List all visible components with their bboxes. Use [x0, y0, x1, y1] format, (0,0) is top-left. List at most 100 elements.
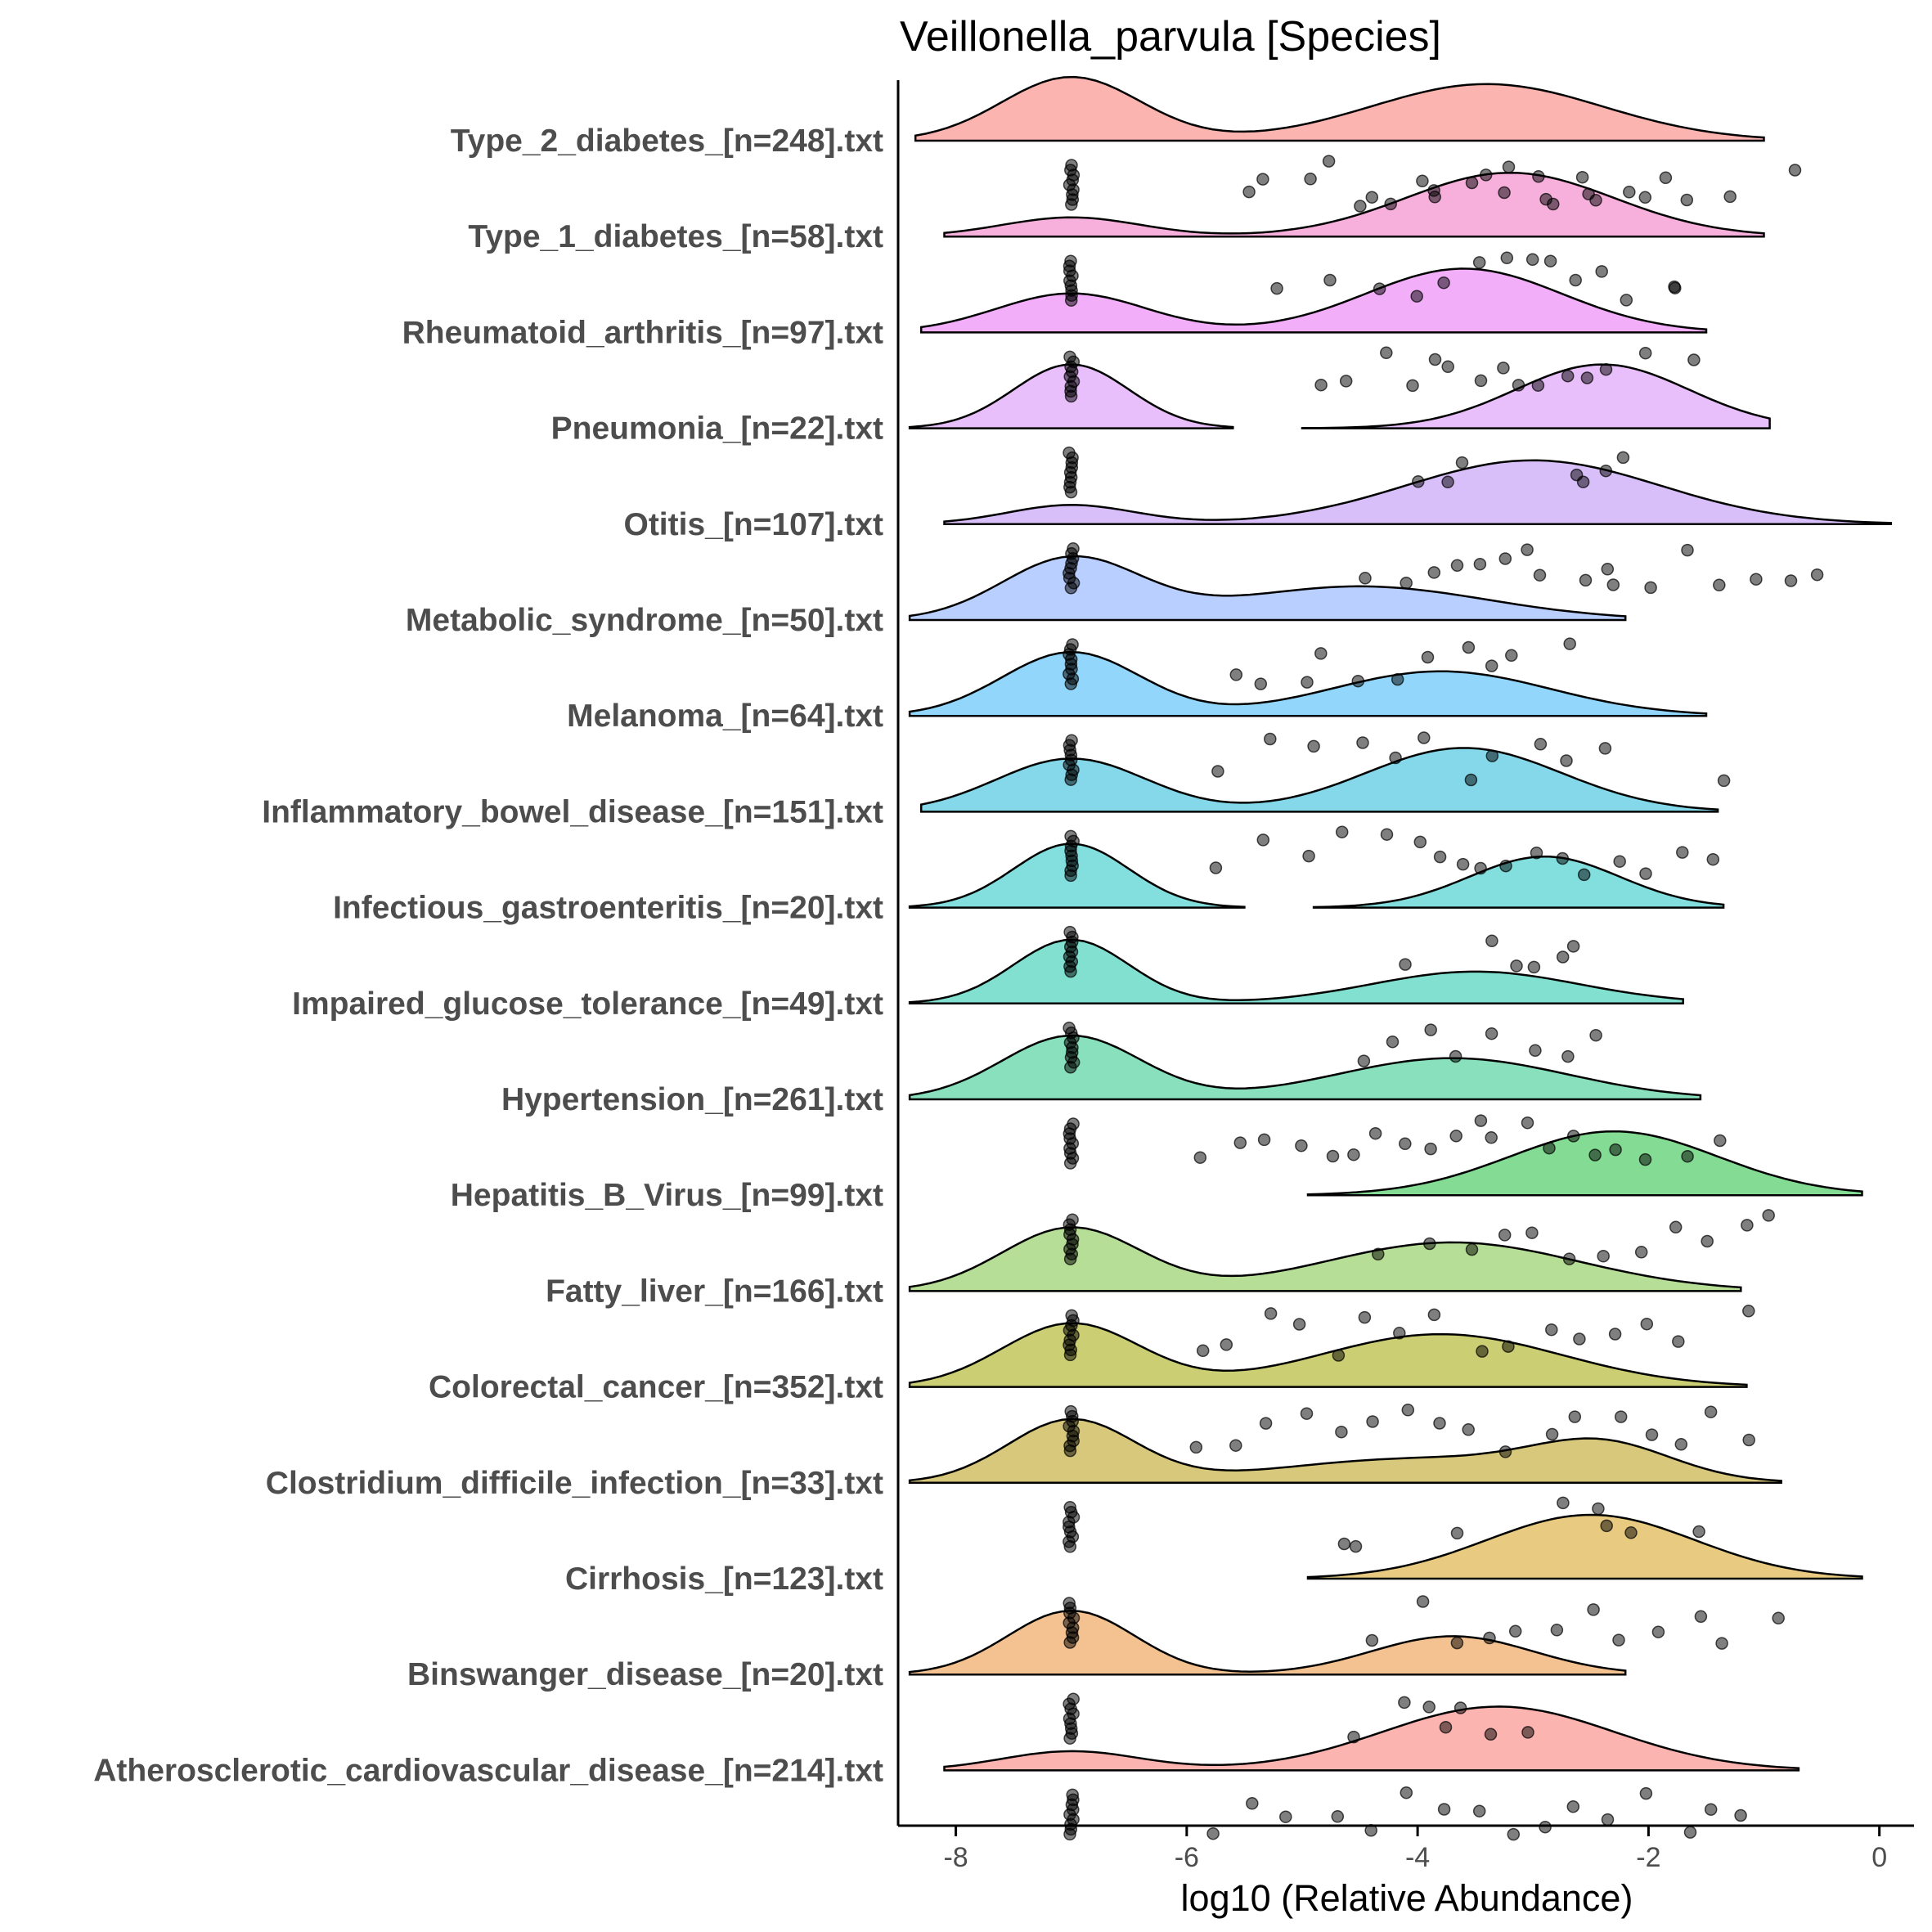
data-point: [1380, 828, 1394, 841]
density-ridge-18: [943, 1705, 1800, 1772]
data-point: [1502, 1340, 1515, 1353]
chart-title: Veillonella_parvula [Species]: [900, 13, 1441, 61]
data-point: [1433, 1417, 1446, 1430]
data-point: [1601, 1813, 1615, 1826]
data-point: [1242, 185, 1256, 199]
data-point: [1302, 849, 1315, 863]
density-ridge-12: [1306, 1130, 1863, 1197]
data-point: [1365, 1633, 1379, 1647]
data-point: [1573, 1332, 1586, 1346]
data-point: [1762, 1209, 1775, 1222]
data-point: [1614, 1410, 1628, 1423]
data-point: [1640, 1317, 1654, 1331]
data-point: [1401, 1404, 1415, 1417]
data-point: [1676, 846, 1689, 859]
data-point: [1638, 191, 1652, 204]
data-point: [1332, 1349, 1346, 1362]
data-point: [1366, 1415, 1379, 1428]
data-point: [1473, 557, 1487, 571]
y-tick-label: Binswanger_disease_[n=20].txt: [407, 1657, 883, 1692]
data-point: [1483, 1631, 1496, 1645]
y-tick-labels: Type_2_diabetes_[n=248].txt Type_1_diabet…: [93, 124, 883, 1788]
data-point: [1206, 1826, 1220, 1840]
floor-point: [1064, 582, 1078, 595]
data-point: [1196, 1344, 1210, 1358]
data-point: [1357, 1054, 1371, 1067]
data-point: [1580, 371, 1594, 384]
points-layer: [1063, 155, 1824, 1841]
data-point: [1314, 378, 1328, 392]
floor-point: [1063, 1827, 1076, 1841]
data-point: [1246, 1797, 1259, 1810]
data-point: [1599, 362, 1613, 376]
data-point: [1687, 353, 1701, 366]
data-point: [1669, 281, 1682, 294]
data-point: [1681, 1149, 1694, 1163]
data-point: [1304, 173, 1317, 186]
data-point: [1464, 773, 1478, 787]
data-point: [1351, 674, 1365, 688]
data-point: [1505, 649, 1518, 663]
floor-point: [1064, 677, 1078, 690]
data-point: [1601, 563, 1615, 576]
data-point: [1339, 375, 1353, 388]
data-point: [1428, 353, 1442, 366]
y-tick-label: Clostridium_difficile_infection_[n=33].t…: [266, 1466, 883, 1501]
data-point: [1634, 1246, 1648, 1259]
data-point: [1680, 193, 1694, 207]
data-point: [1683, 1826, 1697, 1839]
data-point: [1229, 668, 1243, 681]
data-point: [1384, 197, 1397, 211]
data-point: [1645, 1428, 1659, 1441]
data-point: [1512, 379, 1525, 392]
data-point: [1576, 475, 1590, 488]
data-point: [1399, 1137, 1412, 1151]
x-tick-group: -8 -6 -4 -2 0: [943, 1826, 1887, 1873]
data-point: [1597, 1249, 1610, 1263]
density-ridge-8: [919, 747, 1719, 813]
data-point: [1742, 1433, 1755, 1447]
data-point: [1659, 171, 1673, 185]
data-point: [1741, 1219, 1754, 1232]
data-point: [1681, 543, 1694, 557]
density-ridge-6: [908, 555, 1627, 622]
data-point: [1510, 959, 1523, 973]
data-point: [1575, 170, 1589, 184]
data-point: [1592, 1502, 1605, 1516]
data-point: [1314, 647, 1328, 660]
data-point: [1347, 1730, 1360, 1744]
data-point: [1259, 1417, 1273, 1430]
data-point: [1638, 346, 1652, 360]
data-point: [1499, 859, 1512, 873]
data-point: [1485, 1131, 1498, 1144]
y-tick-label: Impaired_glucose_tolerance_[n=49].txt: [292, 986, 883, 1022]
data-point: [1550, 1624, 1564, 1637]
data-point: [1545, 1323, 1558, 1337]
y-tick-label: Metabolic_syndrome_[n=50].txt: [406, 603, 883, 638]
data-point: [1613, 855, 1626, 868]
data-point: [1638, 1152, 1652, 1166]
data-point: [1521, 1726, 1534, 1739]
data-point: [1323, 273, 1337, 287]
data-point: [1456, 857, 1470, 871]
data-point: [1500, 251, 1514, 265]
data-point: [1715, 1637, 1728, 1650]
floor-point: [1064, 773, 1077, 786]
data-point: [1307, 739, 1320, 753]
data-point: [1474, 861, 1487, 875]
density-ridge-11: [908, 1034, 1702, 1101]
data-point: [1406, 379, 1419, 393]
data-point: [1577, 868, 1591, 882]
data-point: [1427, 184, 1440, 197]
x-axis-title: log10 (Relative Abundance): [1181, 1877, 1633, 1919]
data-point: [1706, 852, 1720, 866]
y-tick-label: Colorectal_cancer_[n=352].txt: [429, 1370, 883, 1405]
data-point: [1322, 155, 1336, 168]
data-point: [1450, 1636, 1464, 1650]
data-point: [1211, 765, 1224, 778]
data-point: [1701, 1234, 1714, 1248]
data-point: [1331, 1810, 1345, 1823]
data-point: [1270, 281, 1283, 295]
floor-point: [1064, 964, 1077, 978]
data-point: [1462, 640, 1476, 654]
